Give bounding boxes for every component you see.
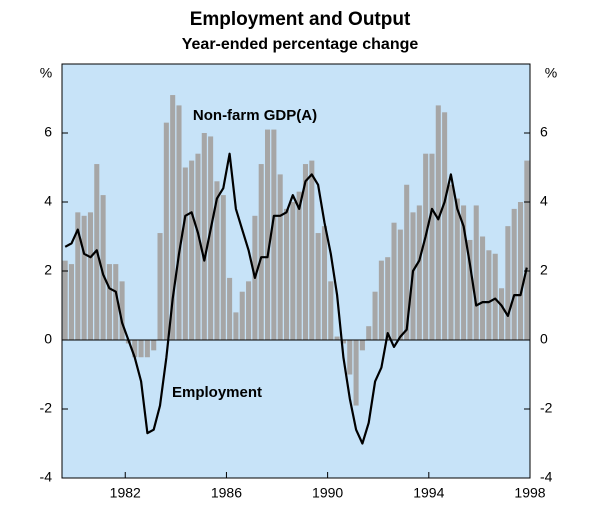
bar xyxy=(404,184,410,340)
bar xyxy=(81,215,87,340)
bar xyxy=(176,105,182,341)
bar xyxy=(385,257,391,340)
bar xyxy=(195,153,201,340)
bar xyxy=(486,250,492,340)
bar xyxy=(170,95,176,340)
bar xyxy=(132,340,138,358)
bar xyxy=(347,340,353,375)
bar xyxy=(315,233,321,340)
bar xyxy=(182,167,188,340)
bar xyxy=(467,239,473,340)
y2-tick-label: -2 xyxy=(540,400,553,416)
y2-tick-label: -4 xyxy=(540,469,553,485)
bar xyxy=(442,112,448,340)
bar xyxy=(157,233,163,340)
bar xyxy=(277,174,283,340)
x-tick-label: 1990 xyxy=(312,485,343,501)
bar xyxy=(302,164,309,340)
bar xyxy=(75,212,81,340)
bar xyxy=(366,326,372,340)
x-tick-label: 1994 xyxy=(413,485,444,501)
bar xyxy=(296,191,302,340)
bar xyxy=(524,160,530,340)
bar xyxy=(271,129,277,340)
y-tick-label: 2 xyxy=(44,262,52,278)
bar xyxy=(220,195,226,340)
bar xyxy=(492,253,498,340)
bar xyxy=(151,340,157,351)
bar xyxy=(246,281,252,340)
bar xyxy=(416,205,422,340)
bar xyxy=(68,264,75,340)
bar xyxy=(372,291,378,340)
y2-axis-label: % xyxy=(545,65,557,81)
bar xyxy=(321,226,327,340)
series-label: Employment xyxy=(172,384,262,401)
bar xyxy=(353,340,359,406)
bar xyxy=(189,160,195,340)
bar xyxy=(397,229,403,340)
bar xyxy=(499,288,505,340)
chart-title: Employment and Output xyxy=(190,9,411,30)
x-tick-label: 1982 xyxy=(110,485,141,501)
x-tick-label: 1986 xyxy=(211,485,242,501)
y-tick-label: -2 xyxy=(40,400,53,416)
bar xyxy=(100,195,106,340)
bar xyxy=(233,312,239,340)
bar xyxy=(517,202,524,340)
bar xyxy=(227,277,233,340)
bar xyxy=(290,202,296,340)
y-axis-label: % xyxy=(40,65,52,81)
bar xyxy=(214,181,220,340)
bar xyxy=(113,264,119,340)
bar xyxy=(208,136,214,340)
bar xyxy=(378,260,384,340)
bar xyxy=(334,336,340,340)
y2-tick-label: 2 xyxy=(540,262,548,278)
bar xyxy=(435,105,441,341)
y-tick-label: -4 xyxy=(40,469,53,485)
chart-subtitle: Year-ended percentage change xyxy=(182,36,419,53)
bar xyxy=(265,129,271,340)
bar xyxy=(106,264,112,340)
bar xyxy=(62,260,68,340)
bar xyxy=(340,340,346,344)
bar xyxy=(283,208,290,340)
bar xyxy=(429,153,435,340)
bar xyxy=(163,122,169,341)
bar xyxy=(239,291,245,340)
bar xyxy=(480,236,486,340)
bar xyxy=(138,340,144,358)
bar xyxy=(87,212,93,340)
y-tick-label: 0 xyxy=(44,331,52,347)
y2-tick-label: 6 xyxy=(540,124,548,140)
bar xyxy=(511,208,517,340)
line xyxy=(64,152,528,445)
y-tick-label: 4 xyxy=(44,193,52,209)
bar xyxy=(201,133,207,340)
bar xyxy=(258,164,264,340)
bar xyxy=(461,205,467,340)
bar xyxy=(144,340,150,358)
bar xyxy=(328,281,334,340)
bar xyxy=(423,153,429,340)
bar xyxy=(359,340,365,351)
bar xyxy=(473,205,479,340)
y2-tick-label: 4 xyxy=(540,193,548,209)
bar xyxy=(454,198,460,340)
y-tick-label: 6 xyxy=(44,124,52,140)
series-label: Non-farm GDP(A) xyxy=(193,107,317,124)
x-tick-label: 1998 xyxy=(514,485,545,501)
bar xyxy=(391,222,397,340)
bar xyxy=(119,281,125,340)
bar xyxy=(448,184,454,340)
bar xyxy=(505,226,511,340)
bar xyxy=(309,160,315,340)
y2-tick-label: 0 xyxy=(540,331,548,347)
